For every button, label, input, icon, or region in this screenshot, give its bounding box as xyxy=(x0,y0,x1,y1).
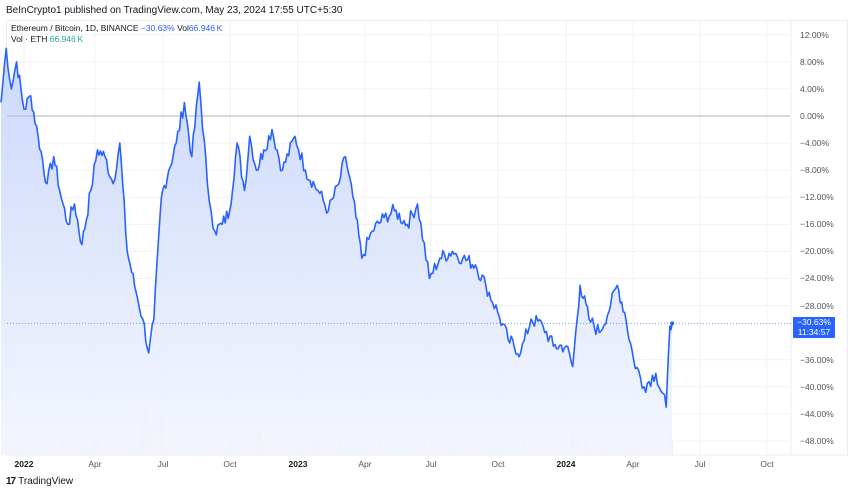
x-axis-label: Apr xyxy=(626,459,640,469)
y-axis-label: −40.00% xyxy=(800,381,834,392)
tradingview-brand[interactable]: 17 TradingView xyxy=(6,476,73,487)
y-axis-label: 4.00% xyxy=(800,83,825,94)
x-axis-label: Apr xyxy=(88,459,102,469)
published-info: BeInCrypto1 published on TradingView.com… xyxy=(6,5,343,16)
x-axis-label: Oct xyxy=(760,459,774,469)
y-axis-label: −36.00% xyxy=(800,354,834,365)
y-axis-label: −48.00% xyxy=(800,435,834,446)
chart-legend: Ethereum / Bitcoin, 1D, BINANCE −30.63% … xyxy=(11,23,222,45)
vol-eth-value: 66.946 K xyxy=(49,34,84,44)
x-axis-label: 2023 xyxy=(288,459,308,469)
y-axis-label: −8.00% xyxy=(800,165,830,176)
symbol-legend-row[interactable]: Ethereum / Bitcoin, 1D, BINANCE −30.63% … xyxy=(11,23,222,34)
y-axis-label: −44.00% xyxy=(800,408,834,419)
volume-legend-row[interactable]: Vol · ETH 66.946 K xyxy=(11,34,222,45)
x-axis-label: Apr xyxy=(358,459,372,469)
y-axis-label: −16.00% xyxy=(800,219,834,230)
y-axis-label: 8.00% xyxy=(800,56,825,67)
y-axis-label: 0.00% xyxy=(800,111,825,121)
last-price-dot xyxy=(670,321,675,326)
last-price-tag: −30.63% 11:34:57 xyxy=(793,317,835,338)
tradingview-logo-icon: 17 xyxy=(6,476,16,487)
y-axis-label: −4.00% xyxy=(800,138,830,149)
bar-countdown: 11:34:57 xyxy=(797,326,831,337)
y-axis-label: −28.00% xyxy=(800,300,834,311)
brand-name: TradingView xyxy=(18,476,74,487)
y-axis-label: −20.00% xyxy=(800,246,834,257)
price-area xyxy=(1,48,673,456)
x-axis-label: Oct xyxy=(491,459,505,469)
last-price-value: −30.63% xyxy=(797,317,831,327)
x-axis-label: 2022 xyxy=(14,459,34,469)
y-axis-label: −24.00% xyxy=(800,273,834,284)
y-axis-label: 12.00% xyxy=(800,29,829,40)
x-axis-label: Jul xyxy=(157,459,169,469)
vol-value: 66.946 K xyxy=(188,23,223,33)
symbol-name: Ethereum / Bitcoin, 1D, BINANCE xyxy=(11,23,139,33)
x-axis-label: Jul xyxy=(425,459,437,469)
vol-eth-label: Vol · ETH xyxy=(11,34,48,44)
change-value: −30.63% xyxy=(140,23,175,33)
y-axis-label: −12.00% xyxy=(800,192,834,203)
price-line xyxy=(0,47,673,408)
x-axis-label: Oct xyxy=(223,459,237,469)
x-axis-label: Jul xyxy=(694,459,706,469)
x-axis-label: 2024 xyxy=(556,459,576,469)
vol-label: Vol xyxy=(177,23,189,33)
